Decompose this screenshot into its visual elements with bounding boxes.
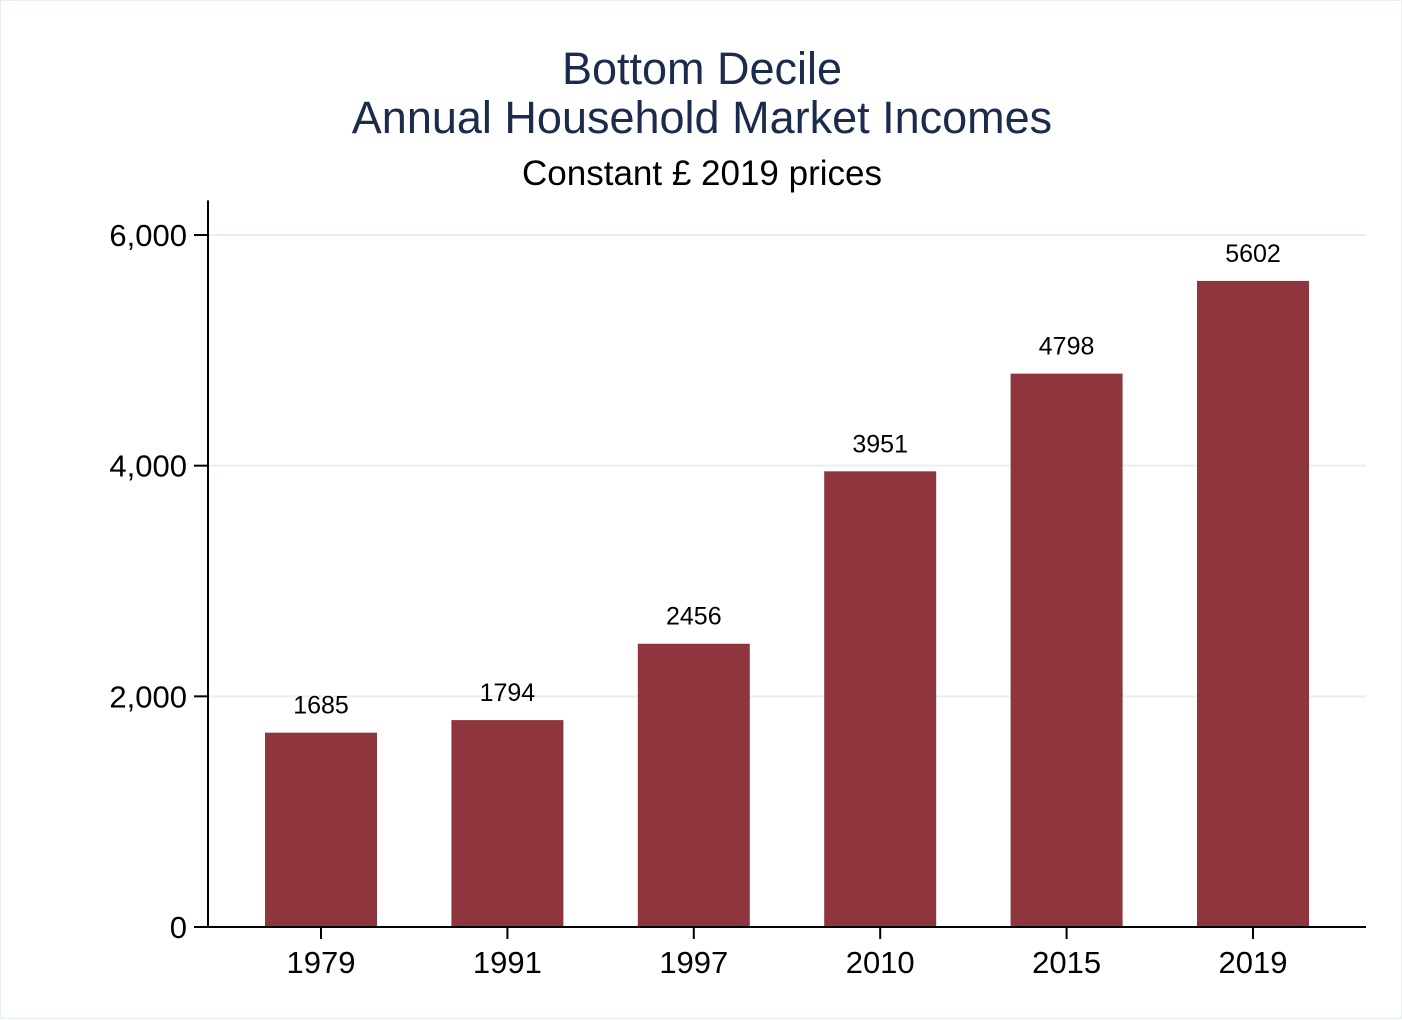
bar-1979 (265, 732, 377, 927)
x-tick-label-1991: 1991 (473, 945, 542, 980)
x-axis-ticks: 1979 1991 1997 2010 2015 2019 (287, 927, 1288, 980)
bars (265, 280, 1309, 927)
data-label-2015: 4798 (1039, 333, 1095, 361)
chart-subtitle: Constant £ 2019 prices (522, 154, 882, 193)
y-tick-label: 0 (170, 910, 187, 945)
x-tick-label-2019: 2019 (1219, 945, 1288, 980)
y-axis-ticks: 0 2,000 4,000 6,000 (109, 218, 208, 945)
bar-1997 (637, 643, 750, 927)
bar-2010 (824, 471, 937, 927)
x-tick-label-2010: 2010 (846, 945, 915, 980)
y-tick-label: 6,000 (109, 218, 187, 253)
data-label-1997: 2456 (666, 603, 722, 631)
chart-title-line-2: Annual Household Market Incomes (352, 92, 1052, 143)
y-tick-label: 2,000 (109, 679, 187, 714)
chart-title-line-1: Bottom Decile (562, 43, 842, 94)
data-labels: 1685 1794 2456 3951 4798 5602 (293, 240, 1281, 720)
bar-2015 (1010, 373, 1123, 927)
data-label-2010: 3951 (852, 430, 908, 458)
data-label-1991: 1794 (480, 679, 536, 707)
data-label-2019: 5602 (1225, 240, 1281, 268)
y-tick-label: 4,000 (109, 449, 187, 484)
gridlines (208, 234, 1366, 698)
x-tick-label-1997: 1997 (659, 945, 728, 980)
x-tick-label-2015: 2015 (1032, 945, 1101, 980)
x-tick-label-1979: 1979 (287, 945, 356, 980)
bar-1991 (451, 720, 564, 927)
bar-2019 (1197, 280, 1309, 927)
axes (194, 200, 1366, 928)
data-label-1979: 1685 (293, 692, 349, 720)
